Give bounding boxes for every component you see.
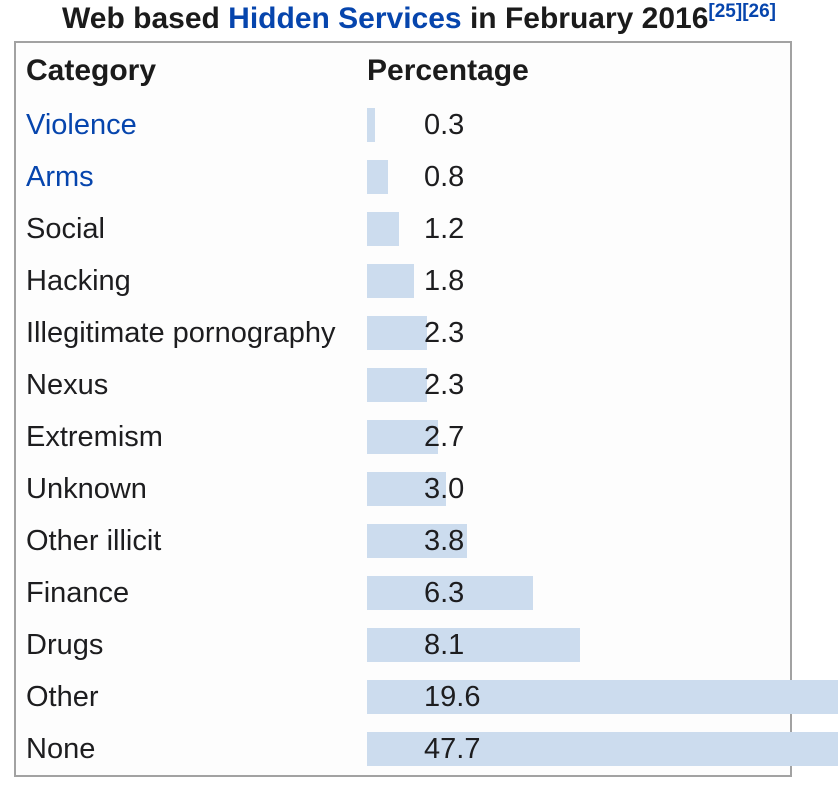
percentage-bar: [367, 368, 427, 402]
category-column-header: Category: [26, 54, 157, 87]
table-row: Hacking 1.8: [16, 255, 790, 307]
percentage-bar: [367, 420, 438, 454]
table-row: Other 19.6: [16, 671, 838, 723]
category-label: None: [26, 733, 96, 765]
percentage-value: 1.8: [424, 265, 465, 297]
table-row: Unknown 3.0: [16, 463, 790, 515]
table-row: Arms 0.8: [16, 151, 790, 203]
category-link[interactable]: Violence: [26, 109, 137, 141]
table-header-row: Category Percentage: [16, 43, 790, 99]
percentage-bar: [367, 108, 375, 142]
percentage-bar: [367, 524, 467, 558]
hidden-services-link[interactable]: Hidden Services: [228, 2, 462, 35]
table-body: Violence 0.3 Arms 0.8 Social 1.2 Hacking…: [16, 99, 838, 775]
category-label: Hacking: [26, 265, 131, 297]
percentage-value: 2.7: [424, 421, 465, 453]
table-row: Drugs 8.1: [16, 619, 790, 671]
percentage-bar: [367, 680, 838, 714]
category-label: Social: [26, 213, 105, 245]
title-text-before: Web based: [62, 2, 229, 35]
percentage-value: 3.0: [424, 473, 465, 505]
table-row: Extremism 2.7: [16, 411, 790, 463]
percentage-value: 0.3: [424, 109, 465, 141]
bar-table: Category Percentage Violence 0.3 Arms 0.…: [14, 41, 838, 777]
percentage-bar: [367, 576, 533, 610]
title-text-after: in February 2016: [461, 2, 709, 35]
percentage-bar: [367, 212, 399, 246]
percentage-value: 6.3: [424, 577, 465, 609]
table-row: Other illicit 3.8: [16, 515, 790, 567]
table-row: Violence 0.3: [16, 99, 790, 151]
category-label: Illegitimate pornography: [26, 317, 336, 349]
table-row: Social 1.2: [16, 203, 790, 255]
category-label: Other: [26, 681, 99, 713]
ref-26-link[interactable]: [26]: [742, 1, 776, 22]
table-row: Nexus 2.3: [16, 359, 790, 411]
percentage-value: 1.2: [424, 213, 465, 245]
percentage-bar: [367, 628, 580, 662]
percentage-value: 47.7: [424, 733, 481, 765]
category-label: Nexus: [26, 369, 109, 401]
percentage-bar: [367, 732, 838, 766]
table-row: Illegitimate pornography 2.3: [16, 307, 790, 359]
category-link[interactable]: Arms: [26, 161, 94, 193]
percentage-bar: [367, 160, 388, 194]
percentage-bar: [367, 264, 414, 298]
reference-superscripts: [25][26]: [708, 1, 776, 22]
percentage-value: 8.1: [424, 629, 465, 661]
percentage-value: 19.6: [424, 681, 481, 713]
category-label: Finance: [26, 577, 130, 609]
table-row: Finance 6.3: [16, 567, 790, 619]
percentage-bar: [367, 472, 446, 506]
category-label: Extremism: [26, 421, 163, 453]
percentage-column-header: Percentage: [367, 54, 529, 87]
percentage-bar: [367, 316, 427, 350]
category-label: Other illicit: [26, 525, 162, 557]
percentage-value: 2.3: [424, 369, 465, 401]
percentage-value: 2.3: [424, 317, 465, 349]
category-label: Drugs: [26, 629, 104, 661]
category-label: Unknown: [26, 473, 147, 505]
chart-title: Web based Hidden Services in February 20…: [0, 2, 838, 36]
percentage-value: 3.8: [424, 525, 465, 557]
percentage-value: 0.8: [424, 161, 465, 193]
ref-25-link[interactable]: [25]: [708, 1, 743, 22]
table-row: None 47.7: [16, 723, 838, 775]
